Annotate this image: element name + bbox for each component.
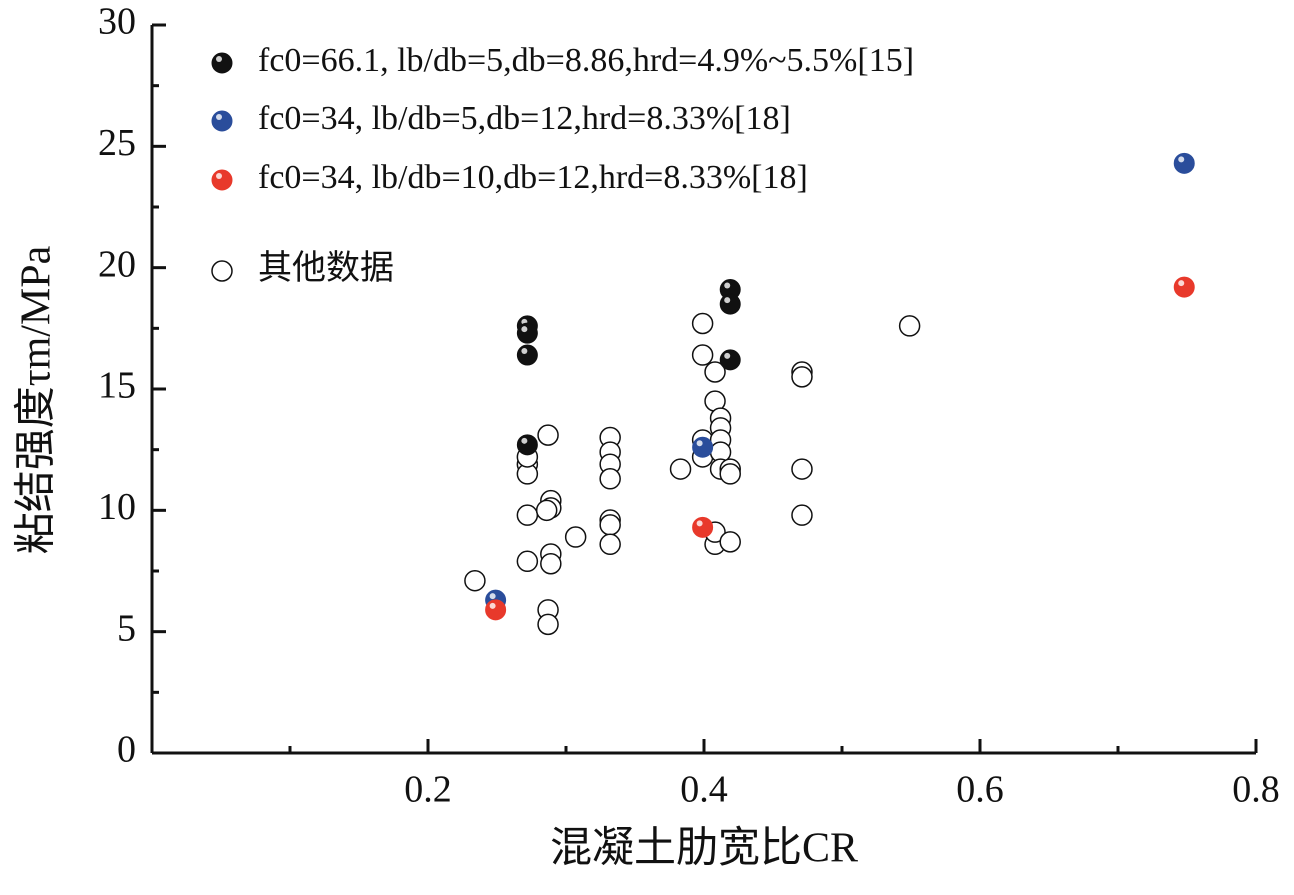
point [791,504,813,526]
point [537,613,559,636]
point [1173,152,1195,174]
x-tick-label: 0.8 [1232,769,1280,811]
point-highlight [489,593,496,600]
point [719,293,741,315]
point [1173,276,1195,298]
legend-label: fc0=34, lb/db=10,db=12,hrd=8.33%[18] [258,159,808,196]
point-highlight [521,437,528,444]
point [599,533,621,556]
legend-marker-highlight [216,173,222,179]
point [537,424,559,446]
y-tick-label: 20 [98,243,136,285]
y-tick-label: 15 [98,365,136,407]
point-highlight [521,348,528,355]
point [719,531,741,553]
legend-marker-highlight [216,56,222,62]
legend-marker [211,110,233,132]
point [599,468,621,490]
legend-marker-highlight [216,114,222,120]
point [692,436,714,458]
legend-marker [211,169,233,191]
point [704,361,726,383]
point-highlight [1178,156,1185,163]
point [691,312,714,335]
legend-marker [211,260,233,282]
point [464,569,486,592]
point [691,344,714,366]
point-highlight [724,282,731,289]
x-tick-label: 0.2 [404,769,452,811]
point [540,552,562,575]
y-tick-label: 10 [98,486,136,528]
point [599,514,621,536]
point [535,499,558,522]
point [692,516,714,538]
point-highlight [724,297,731,304]
point [564,526,587,548]
x-axis-label: 混凝土肋宽比CR [550,825,858,872]
point-highlight [696,440,703,447]
point [719,463,741,485]
point [719,349,741,371]
point [485,599,507,621]
x-tick-label: 0.6 [956,769,1004,811]
legend-label: 其他数据 [258,249,394,287]
point [516,322,538,344]
legend-marker [211,52,233,74]
y-tick-label: 30 [98,1,136,43]
point [898,315,921,337]
point-highlight [724,352,731,359]
y-tick-label: 0 [117,729,136,771]
point [791,366,813,388]
point [516,434,538,456]
point [516,344,538,366]
point-highlight [1178,280,1185,287]
point [669,458,692,480]
x-tick-label: 0.4 [680,769,728,811]
legend-label: fc0=34, lb/db=5,db=12,hrd=8.33%[18] [258,100,791,137]
point-highlight [489,602,496,609]
point [791,458,813,480]
point-highlight [696,520,703,527]
y-axis-label: 粘结强度τm/MPa [14,245,60,554]
point [516,504,539,526]
y-tick-label: 5 [117,607,136,649]
point [516,550,539,573]
y-tick-label: 25 [98,122,136,164]
legend-label: fc0=66.1, lb/db=5,db=8.86,hrd=4.9%~5.5%[… [258,42,914,79]
point-highlight [521,326,528,333]
